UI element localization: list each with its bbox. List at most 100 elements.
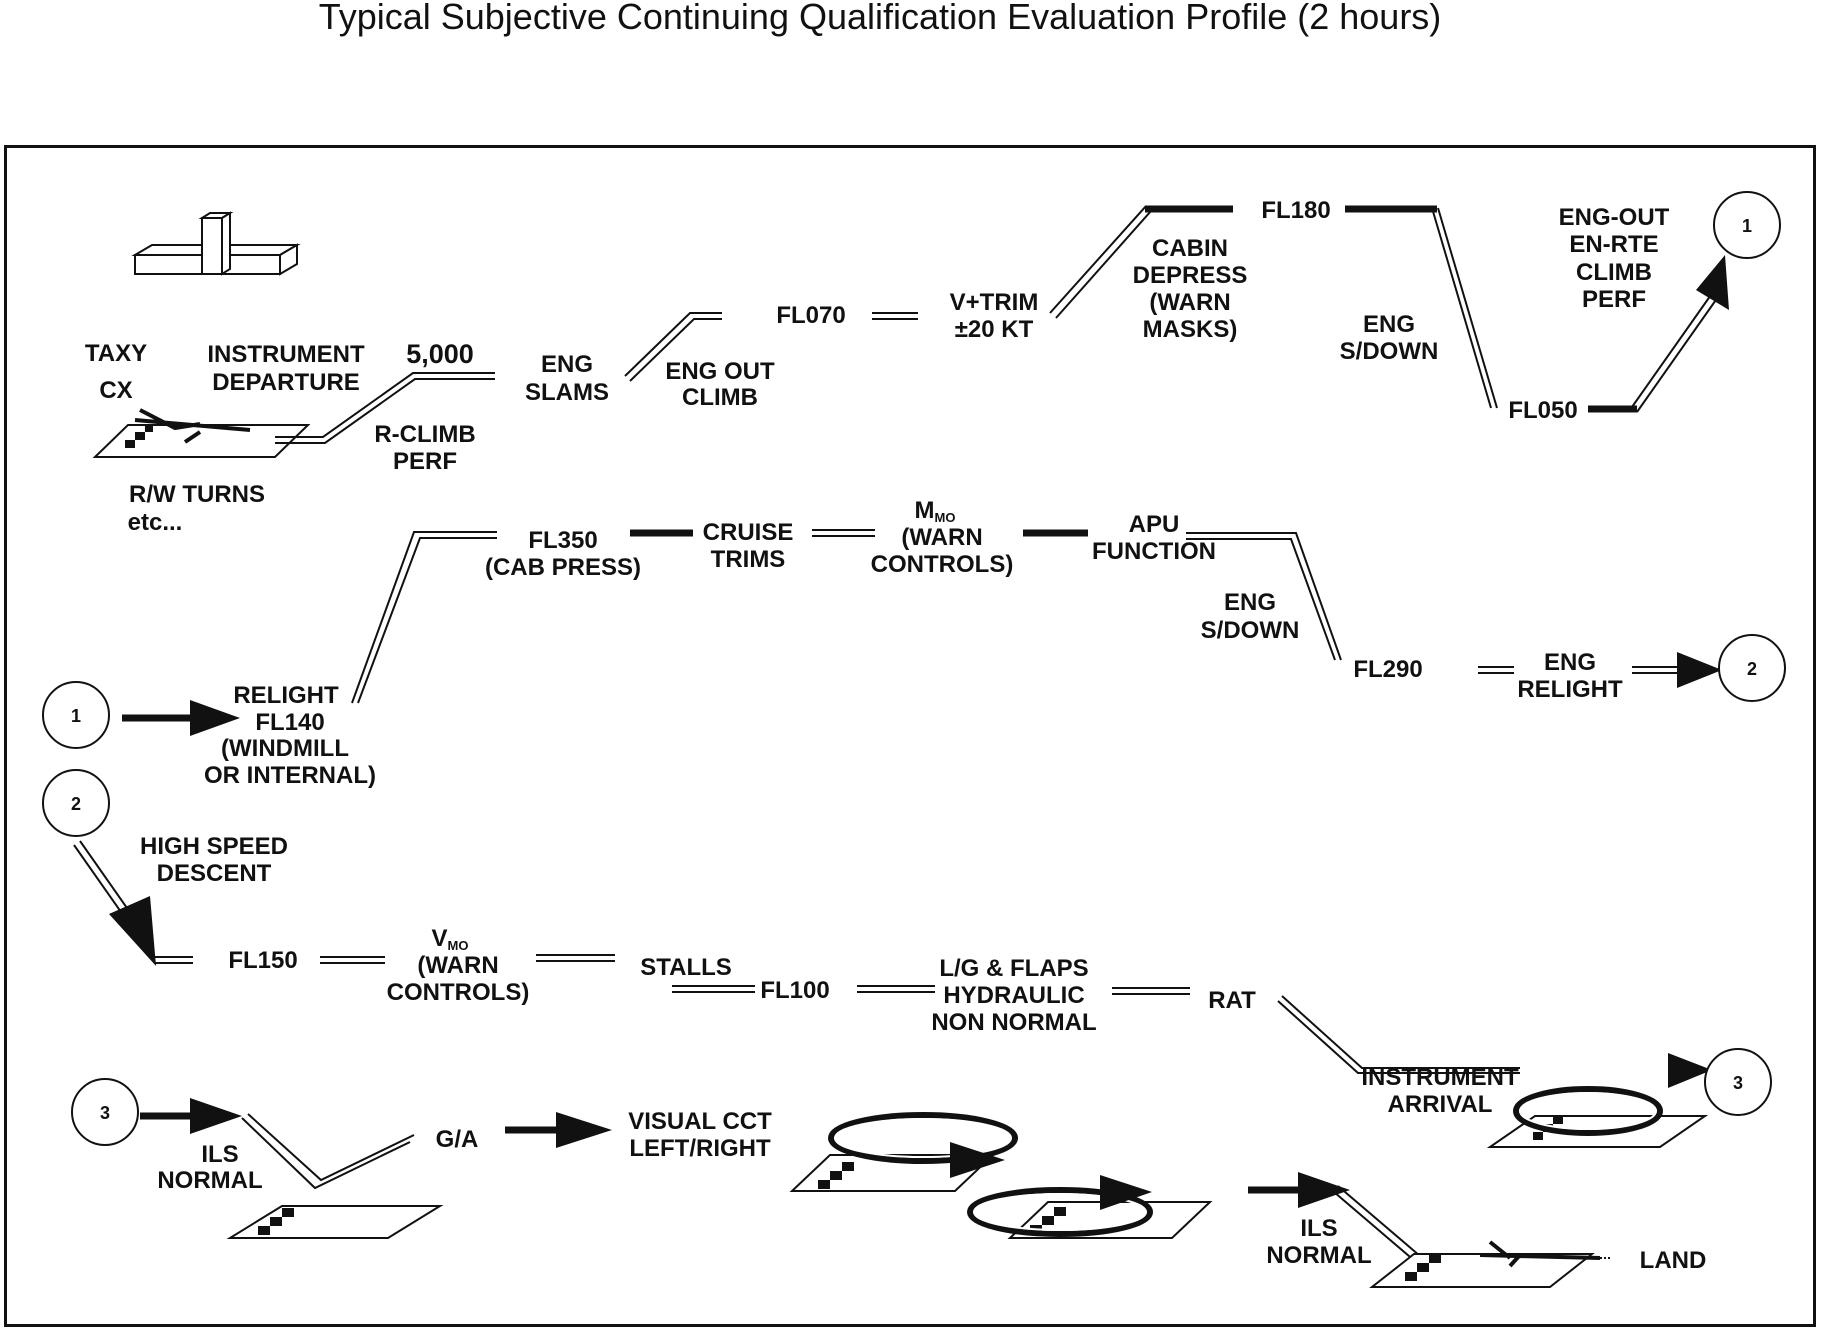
arrow-to-final-approach [1248,1172,1350,1208]
fl350-label-2: (CAB PRESS) [485,554,641,581]
row3-labels: HIGH SPEED DESCENT FL150 VMO (WARN CONTR… [140,833,1519,1118]
ils-normal-1-label-1: ILS [201,1141,238,1168]
arrow-to-connector-2 [1677,652,1722,688]
ils-normal-2-label-2: NORMAL [1266,1242,1371,1269]
eng-out-enrte-label-2: EN-RTE [1569,231,1658,258]
rat-label: RAT [1208,987,1256,1014]
arrow-ga [505,1112,612,1148]
instrument-arrival-label-2: ARRIVAL [1388,1091,1493,1118]
ils-normal-1-label-2: NORMAL [157,1167,262,1194]
v-trim-label-2: ±20 KT [955,316,1034,343]
instrument-departure-label-1: INSTRUMENT [207,341,365,368]
relight-label-2: FL140 [255,709,324,736]
control-tower-icon [131,211,301,276]
svg-text:3: 3 [100,1103,110,1123]
connector-2-in: 2 [42,769,110,837]
vmo-label-1: (WARN [417,952,498,979]
lg-flaps-label-2: HYDRAULIC [943,982,1084,1009]
eng-out-climb-label-2: CLIMB [682,384,758,411]
final-approach-track [1333,1185,1421,1263]
fl350-label-1: FL350 [528,527,597,554]
arrow-to-connector-3 [1668,1053,1712,1088]
lg-flaps-label-3: NON NORMAL [931,1009,1096,1036]
landing-runway-icon [1369,1240,1612,1288]
cabin-depress-label-1: CABIN [1152,235,1228,262]
svg-text:2: 2 [1747,659,1757,679]
ils-runway-icon-1 [226,1205,444,1239]
fl290-label: FL290 [1353,656,1422,683]
land-label: LAND [1640,1247,1707,1274]
svg-text:1: 1 [71,706,81,726]
visual-cct-label-2: LEFT/RIGHT [629,1135,771,1162]
r-climb-perf-label-1: R-CLIMB [374,421,475,448]
arrow-from-connector-1 [122,700,240,736]
profile-track-row1 [275,205,1719,444]
connector-3-in: 3 [71,1078,139,1146]
taxy-label: TAXY [85,340,147,367]
fl150-label: FL150 [228,947,297,974]
relight-label-4: OR INTERNAL) [204,762,376,789]
eng-out-enrte-label-3: CLIMB [1576,259,1652,286]
mmo-label: MMO [915,497,956,525]
eng-out-climb-label-1: ENG OUT [665,358,775,385]
svg-text:2: 2 [71,794,81,814]
rw-turns-label-2: etc... [128,509,183,536]
relight-label-1: RELIGHT [233,682,339,709]
vmo-label-2: CONTROLS) [387,979,530,1006]
cx-label: CX [99,377,132,404]
svg-text:1: 1 [1742,216,1752,236]
arrow-from-connector-3 [140,1098,242,1134]
row2-labels: RELIGHT FL140 (WINDMILL OR INTERNAL) FL3… [204,497,1623,789]
connector-1-out: 1 [1713,191,1781,259]
high-speed-descent-label-1: HIGH SPEED [140,833,288,860]
stalls-label: STALLS [640,954,732,981]
mmo-label-2: CONTROLS) [871,551,1014,578]
cruise-trims-label-2: TRIMS [711,546,786,573]
lg-flaps-label-1: L/G & FLAPS [939,955,1088,982]
high-speed-descent-label-2: DESCENT [157,860,272,887]
svg-text:3: 3 [1733,1073,1743,1093]
page-title: Typical Subjective Continuing Qualificat… [318,0,1442,37]
apu-function-label-1: APU [1129,511,1180,538]
eng-sdown-label-2: S/DOWN [1340,338,1439,365]
row4-labels: ILS NORMAL G/A VISUAL CCT LEFT/RIGHT ILS… [157,1108,1706,1274]
fl050-label: FL050 [1508,397,1577,424]
runway-aircraft-icon [92,408,311,458]
eng-slams-label-2: SLAMS [525,379,609,406]
visual-circuit-right-icon [967,1175,1213,1239]
instrument-arrival-label-1: INSTRUMENT [1361,1064,1519,1091]
eng-sdown2-label-1: ENG [1224,589,1276,616]
eng-out-enrte-label-4: PERF [1582,286,1646,313]
instrument-departure-label-2: DEPARTURE [212,369,360,396]
fl070-label: FL070 [776,302,845,329]
connector-2-out: 2 [1718,634,1786,702]
rw-turns-label-1: R/W TURNS [129,481,265,508]
cruise-trims-label-1: CRUISE [703,519,794,546]
eng-relight-label-1: ENG [1544,649,1596,676]
connector-1-in: 1 [42,681,110,749]
visual-circuit-left-icon [789,1112,1018,1192]
v-trim-label-1: V+TRIM [950,289,1039,316]
r-climb-perf-label-2: PERF [393,448,457,475]
profile-track-row2 [351,529,1680,704]
eng-slams-label-1: ENG [541,351,593,378]
connector-3-out: 3 [1704,1048,1772,1116]
arrow-to-connector-1 [1696,255,1729,310]
fl180-label: FL180 [1261,197,1330,224]
cabin-depress-label-4: MASKS) [1143,316,1238,343]
ga-label: G/A [436,1126,479,1153]
eng-relight-label-2: RELIGHT [1517,676,1623,703]
eng-sdown2-label-2: S/DOWN [1201,617,1300,644]
ils-normal-2-label-1: ILS [1300,1215,1337,1242]
mmo-label-1: (WARN [901,524,982,551]
eng-sdown-label-1: ENG [1363,311,1415,338]
ils-approach-track [241,1113,415,1190]
fl100-label: FL100 [760,977,829,1004]
apu-function-label-2: FUNCTION [1092,538,1216,565]
relight-label-3: (WINDMILL [221,735,349,762]
arrow-high-speed-descent [109,896,156,966]
visual-cct-label-1: VISUAL CCT [628,1108,772,1135]
vmo-label: VMO [432,925,469,953]
cabin-depress-label-2: DEPRESS [1133,262,1248,289]
